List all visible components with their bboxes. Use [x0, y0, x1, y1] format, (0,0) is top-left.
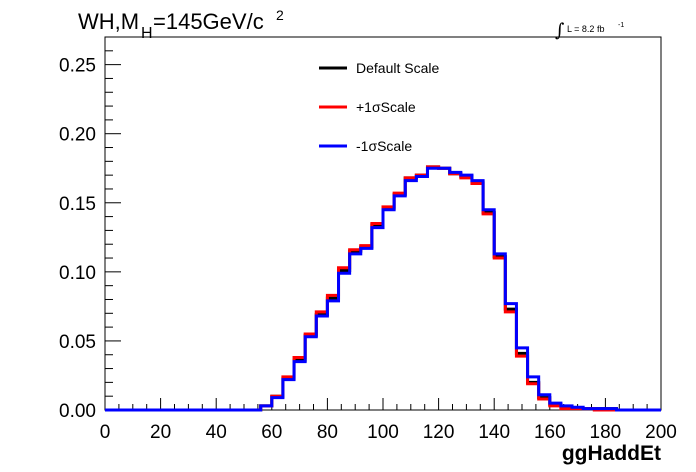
y-axis-ticks: [105, 36, 121, 411]
x-tick-label: 0: [100, 422, 111, 443]
title-main: WH,M: [78, 9, 139, 34]
x-tick-label: 120: [423, 422, 455, 443]
series-line-2: [105, 165, 661, 412]
x-tick-label: 140: [478, 422, 510, 443]
series-line-1: [105, 165, 661, 412]
x-tick-label: 160: [534, 422, 566, 443]
legend-label: Default Scale: [356, 60, 439, 76]
luminosity-label: ∫ L = 8.2 fb -1: [555, 20, 624, 41]
title-rest: =145GeV/c: [153, 9, 264, 34]
series-line-3: [105, 166, 661, 412]
x-tick-label: 20: [150, 422, 171, 443]
x-tick-label: 80: [317, 422, 338, 443]
y-tick-label: 0.20: [59, 125, 96, 146]
legend: Default Scale +1σScale -1σScale: [319, 60, 439, 154]
y-tick-label: 0.15: [59, 194, 96, 215]
luminosity-text: L = 8.2 fb: [567, 24, 604, 34]
legend-label: -1σScale: [356, 138, 412, 154]
legend-label: +1σScale: [356, 99, 416, 115]
x-tick-label: 180: [590, 422, 622, 443]
y-tick-label: 0.00: [59, 401, 96, 422]
x-tick-label: 60: [261, 422, 282, 443]
x-tick-label: 100: [367, 422, 399, 443]
chart-title: WH,M H =145GeV/c 2: [78, 7, 284, 42]
x-axis-label: ggHaddEt: [562, 442, 661, 465]
luminosity-superscript: -1: [618, 22, 624, 29]
series-lines: [105, 165, 661, 412]
x-axis-tick-labels: 0 20 40 60 80 100 120 140 160 180 200: [100, 422, 677, 443]
y-tick-label: 0.10: [59, 263, 96, 284]
y-axis-tick-labels: 0.00 0.05 0.10 0.15 0.20 0.25: [59, 56, 96, 422]
y-tick-label: 0.25: [59, 56, 96, 77]
x-tick-label: 200: [645, 422, 677, 443]
integral-symbol: ∫: [555, 20, 565, 41]
title-superscript: 2: [276, 7, 284, 23]
title-subscript: H: [141, 25, 153, 42]
x-tick-label: 40: [206, 422, 227, 443]
y-tick-label: 0.05: [59, 332, 96, 353]
